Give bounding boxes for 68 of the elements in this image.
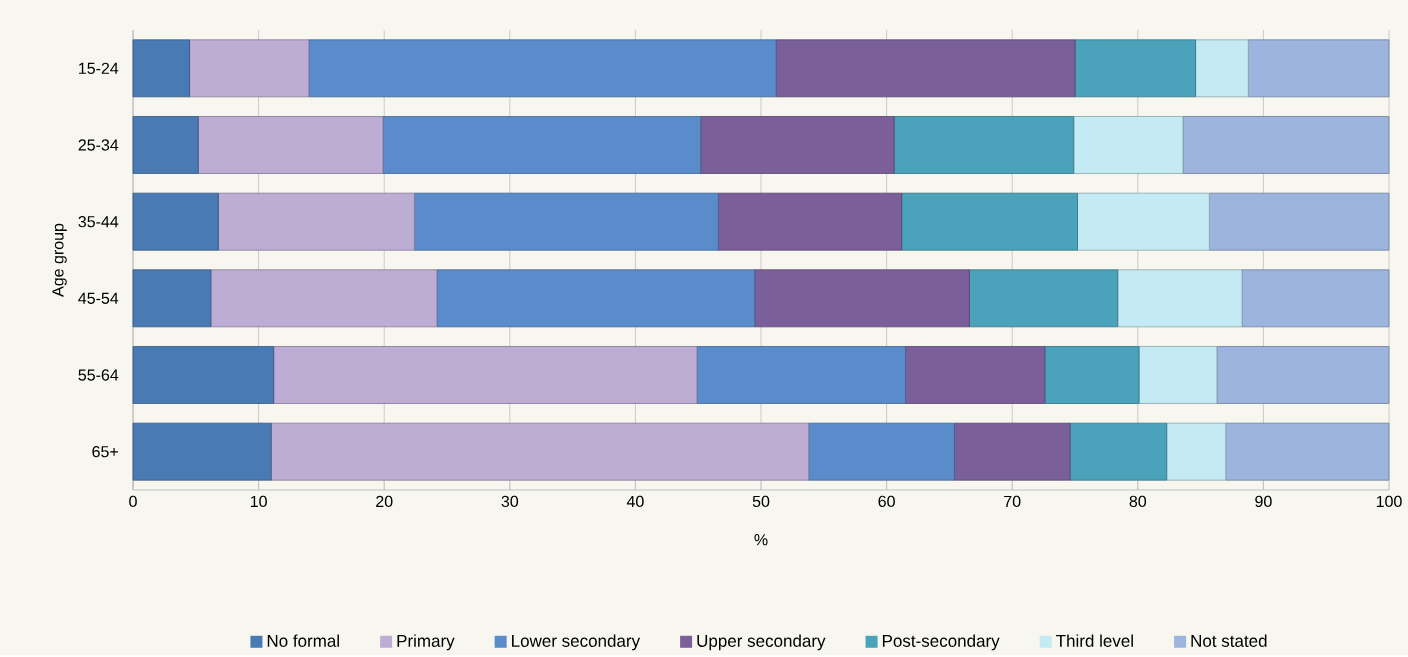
x-tick-label: 100 (1376, 495, 1402, 507)
x-tick-label: 80 (1129, 495, 1147, 507)
bar (308, 39, 777, 98)
bar (905, 346, 1046, 404)
x-tick-label: 20 (376, 495, 393, 507)
bar (808, 422, 955, 481)
bar (775, 39, 1076, 98)
bar (132, 269, 212, 328)
y-tick-label: 55-64 (78, 369, 119, 381)
y-tick-label: 25-34 (78, 139, 119, 151)
bar (132, 116, 199, 174)
bar (132, 346, 275, 404)
bar (893, 116, 1075, 174)
y-tick-label: 15-24 (79, 62, 119, 74)
bar (1044, 346, 1140, 404)
bar (1074, 39, 1196, 98)
y-tick-label: 65+ (92, 445, 118, 458)
bar (1247, 39, 1390, 98)
legend-label: Upper secondary (697, 634, 826, 651)
x-tick-label: 50 (752, 495, 770, 507)
x-tick-label: 70 (1004, 495, 1021, 507)
bar (1117, 269, 1243, 328)
x-tick-label: 60 (878, 495, 895, 507)
bar (696, 346, 906, 404)
bar (1216, 346, 1390, 404)
bar (700, 116, 895, 174)
legend-label: Third level (1056, 634, 1133, 647)
x-tick-label: 10 (250, 495, 267, 507)
bar (1182, 116, 1390, 174)
x-tick-label: 30 (501, 495, 519, 507)
bar (1077, 192, 1210, 251)
bar (969, 269, 1119, 328)
y-tick-label: 45-54 (78, 292, 119, 304)
legend-label: Primary (397, 634, 455, 651)
bar (218, 192, 415, 251)
bar (1195, 39, 1249, 98)
x-axis-title: % (754, 534, 768, 546)
bar (436, 269, 756, 328)
x-tick-label: 0 (129, 495, 137, 507)
bar (1138, 346, 1218, 404)
bar (717, 192, 903, 251)
bar (1166, 422, 1227, 481)
bar (273, 346, 698, 404)
legend-label: Not stated (1191, 634, 1267, 647)
legend-label: No formal (267, 634, 339, 647)
bar (901, 192, 1078, 251)
bar (954, 422, 1071, 481)
bar (1225, 422, 1390, 481)
bar (1069, 422, 1168, 481)
bar (413, 192, 719, 251)
bar (270, 422, 810, 481)
legend-label: Lower secondary (512, 634, 641, 651)
y-tick-label: 35-44 (78, 215, 119, 228)
bar (1241, 269, 1390, 328)
y-axis-title: Age group (52, 223, 67, 297)
bar (132, 192, 219, 251)
bar (189, 39, 310, 98)
bar (382, 116, 702, 174)
bar (1073, 116, 1184, 174)
bar (197, 116, 384, 174)
bar (754, 269, 970, 328)
x-tick-label: 90 (1255, 495, 1272, 507)
bar (132, 39, 190, 98)
legend-label: Post-secondary (882, 634, 1000, 651)
bar (132, 422, 272, 481)
x-tick-label: 40 (626, 495, 644, 507)
bar (1209, 192, 1390, 251)
bar (210, 269, 438, 328)
